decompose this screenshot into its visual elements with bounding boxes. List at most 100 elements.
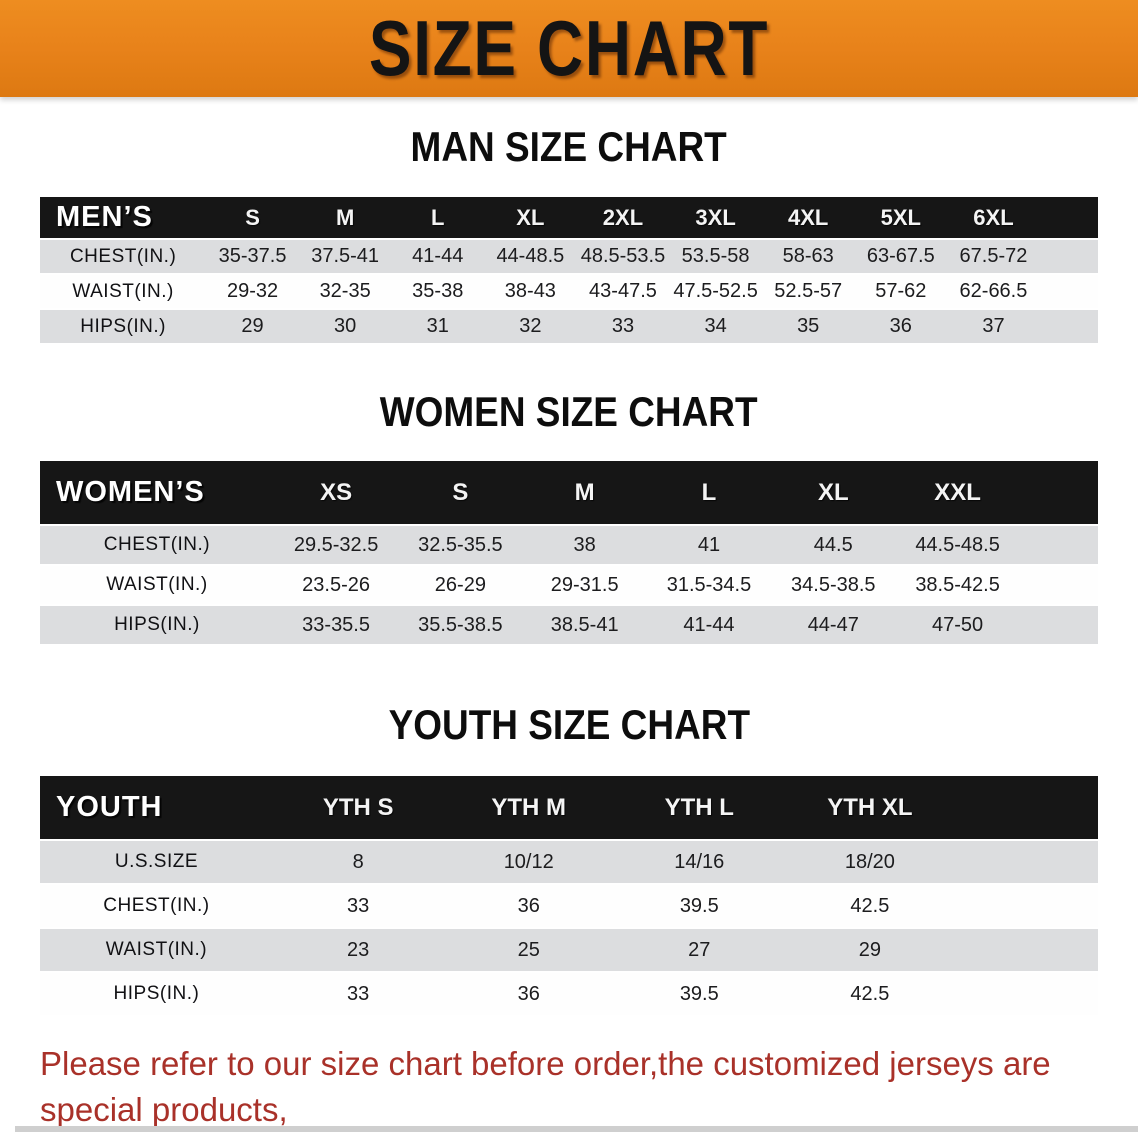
measurement-row: CHEST(IN.) 29.5-32.5 32.5-35.5 38 41 44.5 44.5… [40, 526, 1098, 564]
measurement-row: WAIST(IN.) 23.5-26 26-29 29-31.5 31.5-34.5 34… [40, 566, 1098, 604]
measurement-row: HIPS(IN.) 29 30 31 32 33 34 35 36 37 [40, 310, 1098, 343]
spacer-cell [955, 776, 1098, 839]
measurement-value: 39.5 [614, 973, 785, 1015]
measurement-row: CHEST(IN.) 35-37.5 37.5-41 41-44 44-48.5 48.5… [40, 240, 1098, 273]
size-column-header: XXL [895, 461, 1020, 524]
measurement-value: 63-67.5 [854, 240, 948, 273]
banner: SIZE CHART [0, 0, 1138, 97]
measurement-value: 32 [484, 310, 577, 343]
measurement-value: 32-35 [298, 275, 392, 308]
spacer-cell [955, 841, 1098, 883]
size-column-header: XL [771, 461, 896, 524]
measurement-value: 29-31.5 [522, 566, 647, 604]
measurement-value: 57-62 [854, 275, 948, 308]
measurement-value: 33-35.5 [273, 606, 399, 644]
measurement-row-label: WAIST(IN.) [40, 929, 273, 971]
size-column-header: 4XL [761, 197, 855, 238]
size-column-header: M [522, 461, 647, 524]
spacer-cell [955, 929, 1098, 971]
women-section-heading-text: WOMEN SIZE CHART [380, 388, 758, 435]
measurement-value: 38-43 [484, 275, 577, 308]
measurement-value: 47-50 [895, 606, 1020, 644]
measurement-value: 44-47 [771, 606, 896, 644]
measurement-value: 38.5-42.5 [895, 566, 1020, 604]
disclaimer: Please refer to our size chart before or… [40, 1041, 1118, 1132]
size-header-row: YOUTH YTH S YTH M YTH L YTH XL [40, 776, 1098, 839]
size-header-row: MEN’S S M L XL 2XL 3XL 4XL 5XL 6XL [40, 197, 1098, 238]
measurement-value: 36 [443, 973, 614, 1015]
youth-size-table: YOUTH YTH S YTH M YTH L YTH XL U.S.SIZE 8 10/12… [40, 774, 1098, 1017]
measurement-value: 35 [761, 310, 855, 343]
measurement-value: 27 [614, 929, 785, 971]
measurement-row-label: CHEST(IN.) [40, 526, 274, 564]
measurement-value: 34.5-38.5 [771, 566, 896, 604]
measurement-value: 62-66.5 [947, 275, 1040, 308]
size-column-header: YTH L [614, 776, 785, 839]
spacer-cell [955, 885, 1098, 927]
measurement-value: 38.5-41 [522, 606, 647, 644]
measurement-value: 42.5 [784, 885, 956, 927]
measurement-value: 67.5-72 [947, 240, 1040, 273]
spacer-cell [1039, 240, 1098, 273]
youth-section-heading: YOUTH SIZE CHART [0, 702, 1138, 748]
measurement-value: 39.5 [614, 885, 785, 927]
group-label: WOMEN’S [40, 461, 274, 524]
men-section-heading-text: MAN SIZE CHART [410, 123, 728, 170]
measurement-value: 37 [947, 310, 1040, 343]
measurement-value: 58-63 [761, 240, 855, 273]
measurement-value: 35-38 [391, 275, 485, 308]
women-size-table: WOMEN’S XS S M L XL XXL CHEST(IN.) 29.5-32.5 32.5… [40, 459, 1098, 646]
size-column-header: S [398, 461, 523, 524]
measurement-value: 8 [272, 841, 444, 883]
measurement-value: 33 [272, 973, 444, 1015]
size-column-header: 3XL [669, 197, 762, 238]
measurement-value: 23 [272, 929, 444, 971]
size-column-header: YTH XL [784, 776, 956, 839]
measurement-row: WAIST(IN.) 29-32 32-35 35-38 38-43 43-47.5 47.… [40, 275, 1098, 308]
measurement-value: 43-47.5 [576, 275, 670, 308]
size-column-header: M [298, 197, 392, 238]
youth-section-heading-text: YOUTH SIZE CHART [388, 701, 750, 748]
measurement-value: 32.5-35.5 [398, 526, 523, 564]
size-column-header: XL [484, 197, 577, 238]
measurement-value: 52.5-57 [761, 275, 855, 308]
measurement-value: 18/20 [784, 841, 956, 883]
measurement-row-label: HIPS(IN.) [40, 310, 207, 343]
size-column-header: XS [273, 461, 399, 524]
youth-section: YOUTH SIZE CHART YOUTH YTH S YTH M YTH L YTH… [0, 702, 1138, 1017]
spacer-cell [1039, 197, 1098, 238]
measurement-value: 35-37.5 [206, 240, 299, 273]
measurement-row-label: CHEST(IN.) [40, 240, 207, 273]
men-size-table: MEN’S S M L XL 2XL 3XL 4XL 5XL 6XL CHEST(IN.) 35-37… [40, 195, 1098, 345]
spacer-cell [1019, 526, 1098, 564]
measurement-row: HIPS(IN.) 33 36 39.5 42.5 [40, 973, 1098, 1015]
women-section-heading: WOMEN SIZE CHART [0, 389, 1138, 435]
spacer-cell [1019, 606, 1098, 644]
measurement-value: 42.5 [784, 973, 956, 1015]
measurement-row: CHEST(IN.) 33 36 39.5 42.5 [40, 885, 1098, 927]
spacer-cell [1039, 275, 1098, 308]
size-column-header: S [206, 197, 299, 238]
measurement-value: 29 [784, 929, 956, 971]
measurement-value: 41-44 [646, 606, 772, 644]
measurement-value: 44.5 [771, 526, 896, 564]
size-column-header: L [391, 197, 485, 238]
measurement-value: 33 [272, 885, 444, 927]
measurement-value: 29-32 [206, 275, 299, 308]
men-section: MAN SIZE CHART MEN’S S M L XL 2XL 3XL 4XL 5XL 6XL… [0, 124, 1138, 345]
measurement-value: 26-29 [398, 566, 523, 604]
measurement-value: 33 [576, 310, 670, 343]
measurement-value: 31 [391, 310, 485, 343]
measurement-row: U.S.SIZE 8 10/12 14/16 18/20 [40, 841, 1098, 883]
size-column-header: L [646, 461, 772, 524]
measurement-value: 41-44 [391, 240, 485, 273]
measurement-row-label: CHEST(IN.) [40, 885, 273, 927]
measurement-value: 38 [522, 526, 647, 564]
size-column-header: 6XL [947, 197, 1040, 238]
measurement-value: 30 [298, 310, 392, 343]
size-column-header: YTH M [443, 776, 614, 839]
size-column-header: 5XL [854, 197, 948, 238]
measurement-value: 36 [443, 885, 614, 927]
measurement-row-label: HIPS(IN.) [40, 973, 273, 1015]
